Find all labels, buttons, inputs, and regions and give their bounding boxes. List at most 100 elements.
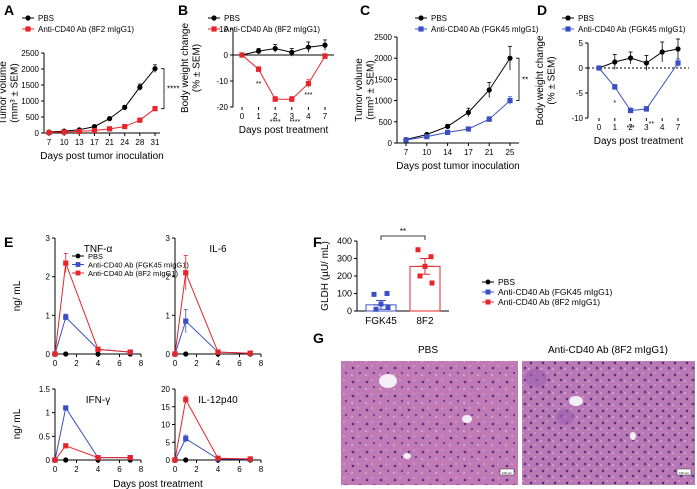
- data-point: [61, 129, 67, 135]
- significance-label: **: [256, 81, 262, 88]
- significance-label: ***: [627, 125, 635, 132]
- x-tick-label: 4: [216, 465, 221, 474]
- legend-label: Anti-CD40 Ab (FGK45 mIgG1): [578, 25, 686, 34]
- data-point: [596, 65, 602, 71]
- significance-bracket: [380, 235, 426, 240]
- data-point: [486, 87, 492, 93]
- data-point: [137, 84, 143, 90]
- data-point: [63, 260, 69, 266]
- x-tick-label: 0: [240, 112, 245, 121]
- data-point: [415, 247, 421, 253]
- panel-letter: C: [360, 2, 370, 18]
- data-point: [63, 457, 69, 463]
- legend-label: Anti-CD40 Ab (FGK45 mIgG1): [431, 25, 539, 34]
- data-point: [152, 106, 158, 112]
- legend-label: PBS: [578, 14, 594, 23]
- x-tick-label: 28: [135, 138, 144, 147]
- vessel-lumen: [569, 396, 583, 406]
- scale-bar: [499, 468, 515, 476]
- y-tick-label: 0: [46, 456, 51, 465]
- legend-label: PBS: [431, 14, 447, 23]
- legend-marker: [75, 270, 81, 276]
- y-axis-label-line: (% ± SEM): [547, 56, 558, 104]
- data-point: [659, 49, 665, 55]
- x-tick-label: 7: [404, 148, 409, 157]
- data-point: [95, 455, 101, 461]
- x-tick-label: 1: [256, 112, 261, 121]
- series-line: [174, 437, 251, 461]
- x-tick-label: 24: [120, 138, 129, 147]
- data-point: [675, 60, 681, 66]
- x-tick-label: 3: [644, 123, 649, 132]
- data-point: [305, 44, 311, 50]
- data-point: [46, 129, 52, 136]
- legend-marker: [25, 26, 31, 32]
- x-tick-label: 2: [74, 359, 79, 368]
- data-point: [52, 457, 58, 463]
- y-tick-label: 0: [35, 129, 40, 138]
- panel-g: G PBS Anti-CD40 Ab (8F2 mIgG1) 100: [313, 330, 695, 485]
- x-tick-label: 6: [117, 359, 122, 368]
- data-point: [106, 116, 113, 122]
- data-point: [384, 291, 390, 296]
- subplot-title: IL-6: [209, 244, 227, 255]
- y-tick-label: -10: [216, 77, 228, 86]
- data-point: [417, 273, 423, 279]
- significance-label: ****: [167, 85, 179, 94]
- data-point: [127, 349, 133, 355]
- series-line: [241, 44, 326, 56]
- y-tick-label: 1500: [21, 81, 39, 90]
- data-point: [305, 81, 311, 87]
- x-axis-label: Days post treatment: [113, 479, 203, 489]
- data-point: [428, 254, 434, 260]
- y-tick-label: 0: [46, 350, 51, 359]
- x-tick-label: 7: [47, 138, 52, 147]
- y-tick-label: 0.5: [39, 432, 51, 441]
- data-point: [122, 124, 128, 130]
- subplot-title: IL-12p40: [198, 395, 238, 406]
- data-point: [183, 397, 189, 403]
- data-point: [371, 291, 377, 297]
- x-tick-label: 10: [60, 138, 69, 147]
- legend-label: PBS: [498, 277, 515, 287]
- data-point: [183, 457, 189, 463]
- y-axis-label: Tumor volume(mm³ ± SEM): [354, 58, 377, 122]
- panel-a: A 0 500 1000 1500 2000 2500 7 10 13 17 21 24 28 31 Days…: [0, 2, 179, 162]
- data-point: [445, 123, 451, 130]
- y-tick-label: -5: [576, 89, 584, 98]
- x-tick-label: 6: [117, 465, 122, 474]
- data-point: [63, 314, 69, 320]
- y-tick-label: 5: [579, 39, 584, 48]
- y-tick-label: 300: [337, 254, 352, 264]
- data-point: [378, 301, 384, 307]
- significance-label: **: [649, 121, 655, 128]
- legend-marker: [25, 15, 31, 21]
- x-tick-label: 8: [139, 359, 144, 368]
- x-tick-label: 0: [173, 465, 178, 474]
- y-tick-label: 1500: [374, 75, 392, 84]
- x-tick-label: 2: [628, 123, 633, 132]
- series-line: [54, 445, 131, 461]
- x-tick-label: 4: [96, 359, 101, 368]
- data-point: [507, 98, 513, 104]
- scale-bar-label: 100 µm: [679, 471, 690, 475]
- y-tick-label: 500: [26, 113, 40, 122]
- y-axis-label: Body weight change(% ± SEM): [535, 35, 558, 126]
- panel-letter-g: G: [313, 330, 324, 346]
- data-point: [52, 351, 58, 357]
- data-point: [675, 46, 681, 52]
- x-tick-label: 2: [273, 112, 278, 121]
- significance-label: *: [613, 100, 616, 107]
- legend-marker: [211, 26, 217, 32]
- y-tick-label: 400: [337, 236, 352, 246]
- x-tick-label: 7: [676, 123, 681, 132]
- legend-marker: [485, 289, 491, 295]
- x-tick-label: 13: [75, 138, 84, 147]
- significance-label: ****: [270, 119, 281, 126]
- data-point: [373, 306, 379, 312]
- significance-label: ****: [289, 119, 300, 126]
- data-point: [422, 263, 428, 269]
- y-axis-label: Tumor volume(mm³ ± SEM): [0, 61, 21, 125]
- significance-label: ***: [304, 92, 312, 99]
- series-line: [405, 57, 511, 141]
